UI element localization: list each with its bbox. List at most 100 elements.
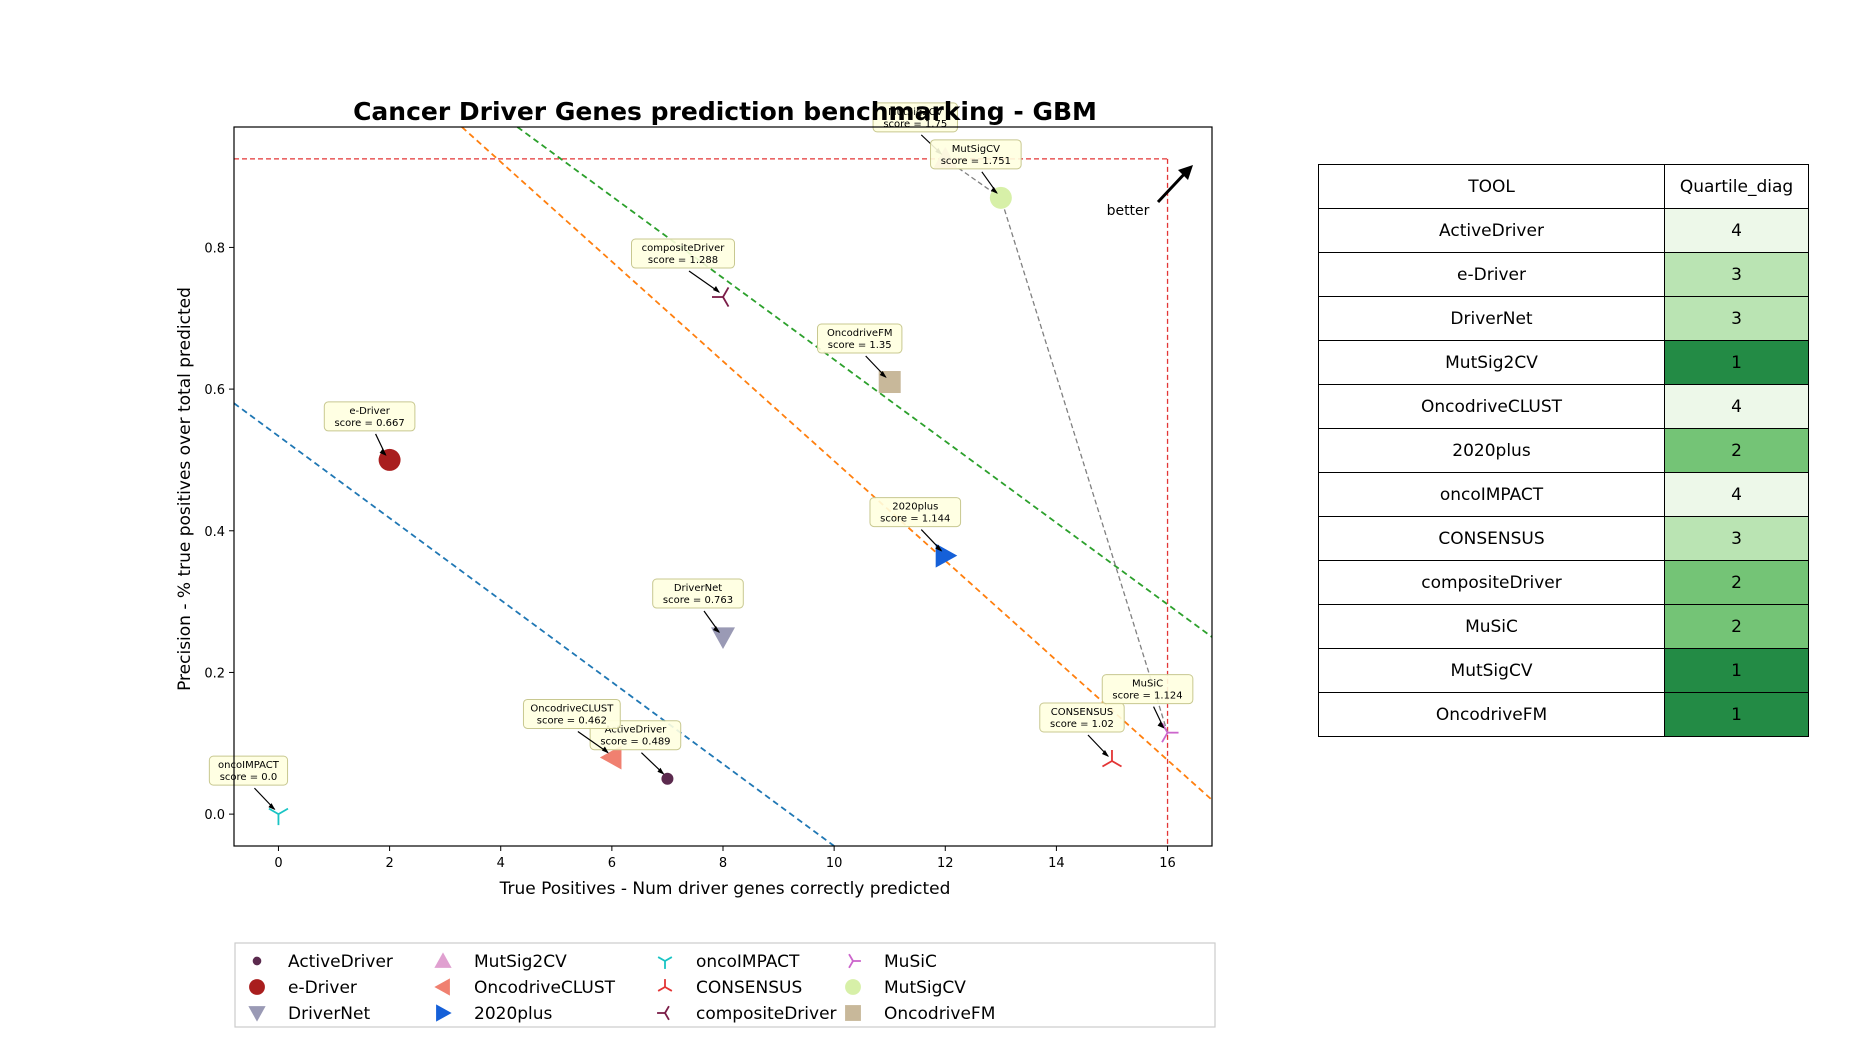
annotation-box [930,139,1022,170]
legend-item-OncodriveFM: OncodriveFM [845,1004,995,1024]
table-row: ActiveDriver 4 [1318,208,1809,253]
legend-marker-OncodriveCLUST [434,978,450,996]
annotation-box [1039,702,1125,733]
legend-marker-MuSiC-stroke [848,953,854,962]
table-cell-quartile: 4 [1664,384,1809,429]
table-cell-quartile: 4 [1664,472,1809,517]
annotation-name: MutSig2CV [888,107,943,118]
legend-marker-2020plus-shape [436,1004,452,1022]
annotation-score: score = 0.489 [600,737,670,748]
point-compositeDriver [712,287,730,307]
legend-marker-compositeDriver [657,1005,670,1021]
annotation-name: 2020plus [892,502,938,513]
legend-item-MuSiC: MuSiC [848,952,937,972]
table-cell-tool: OncodriveFM [1318,692,1665,737]
x-tick-label: 6 [608,856,616,871]
legend-label: MutSigCV [884,978,966,998]
quartile-diagonal-line [234,402,835,846]
table-row: compositeDriver 2 [1318,560,1809,605]
point-oncoIMPACT-stroke [278,807,289,815]
table-cell-tool: MutSigCV [1318,648,1665,693]
point-ActiveDriver [661,772,674,785]
legend-marker-e-Driver-shape [249,979,265,995]
annotation-score: score = 1.124 [1112,691,1182,702]
table-row: 2020plus 2 [1318,428,1809,473]
annotation-score: score = 1.75 [883,119,947,130]
annotation-score: score = 1.02 [1050,719,1114,730]
point-oncoIMPACT [268,807,289,826]
pareto-frontier-line [944,158,1169,733]
annotation-arrowhead [1157,721,1165,729]
annotation-box [652,578,744,609]
legend-box [234,942,1216,1028]
table-row: oncoIMPACT 4 [1318,472,1809,517]
y-tick-label: 0.4 [204,525,225,540]
annotation-box [208,755,289,786]
annotation-name: CONSENSUS [1051,707,1114,718]
legend-label: ActiveDriver [288,952,393,972]
annotation-score: score = 1.288 [648,255,718,266]
legend-marker-oncoIMPACT [657,956,673,969]
point-MuSiC-stroke [1161,732,1169,743]
legend-marker-CONSENSUS-stroke [657,986,666,992]
chart-title: Cancer Driver Genes prediction benchmark… [353,97,1097,126]
annotation-arrowhead [1101,749,1109,757]
x-tick-label: 10 [826,856,843,871]
annotation-box [631,238,735,269]
point-compositeDriver-stroke [722,287,730,298]
x-tick-label: 4 [497,856,505,871]
x-tick-label: 8 [719,856,727,871]
annotation-name: e-Driver [349,406,390,417]
legend-marker-MutSigCV-shape [845,979,861,995]
legend-marker-ActiveDriver-shape [252,956,262,966]
y-axis-label: Precision - % true positives over total … [175,287,195,691]
table-cell-quartile: 2 [1664,428,1809,473]
legend-marker-MuSiC [848,953,861,969]
legend-marker-2020plus [436,1004,452,1022]
table-row: e-Driver 3 [1318,252,1809,297]
table-cell-quartile: 2 [1664,560,1809,605]
point-CONSENSUS-stroke [1102,760,1113,768]
better-arrowhead-icon [1178,165,1193,180]
table-cell-tool: 2020plus [1318,428,1665,473]
y-tick-label: 0.8 [204,241,225,256]
point-oncoIMPACT-stroke [268,807,279,815]
table-row: MuSiC 2 [1318,604,1809,649]
point-MuSiC [1161,722,1179,743]
table-row: MutSig2CV 1 [1318,340,1809,385]
better-indicator: better [1107,165,1193,219]
plot-frame [233,126,1213,847]
table-row: DriverNet 3 [1318,296,1809,341]
legend-marker-oncoIMPACT-stroke [664,956,673,962]
annotation-arrowhead [879,371,887,379]
legend-item-ActiveDriver: ActiveDriver [252,952,393,972]
annotation-score: score = 1.144 [880,514,950,525]
legend-item-MutSig2CV: MutSig2CV [434,952,567,972]
annotation-score: score = 0.763 [663,595,733,606]
legend-label: compositeDriver [696,1004,837,1024]
quartile-diagonal-line [516,127,1212,638]
point-DriverNet [711,627,735,650]
legend-item-oncoIMPACT: oncoIMPACT [657,952,800,972]
table-cell-tool: ActiveDriver [1318,208,1665,253]
x-tick-label: 14 [1048,856,1065,871]
annotation-score: score = 1.751 [941,156,1011,167]
x-tick-label: 0 [274,856,282,871]
y-tick-label: 0.6 [204,383,225,398]
annotation-name: oncoIMPACT [218,760,280,771]
legend-marker-e-Driver [249,979,265,995]
table-row: MutSigCV 1 [1318,648,1809,693]
annotation-box [1101,674,1194,705]
legend-label: OncodriveCLUST [474,978,616,998]
point-CONSENSUS [1102,749,1122,768]
table-row: OncodriveCLUST 4 [1318,384,1809,429]
annotation-arrowhead [268,803,276,811]
point-compositeDriver-stroke [722,296,730,307]
